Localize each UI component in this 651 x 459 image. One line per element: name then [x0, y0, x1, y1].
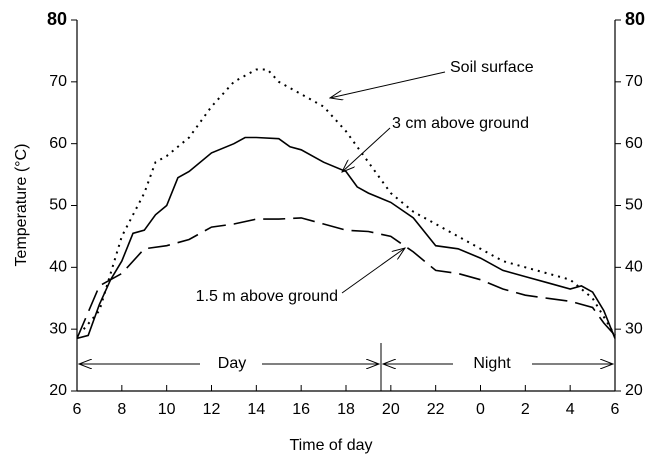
- x-tick-label: 16: [292, 401, 310, 418]
- axes: [76, 20, 616, 392]
- x-tick-label: 10: [158, 401, 176, 418]
- x-tick-label: 22: [427, 401, 445, 418]
- x-tick-label: 6: [73, 401, 82, 418]
- x-tick-label: 6: [611, 401, 620, 418]
- x-tick-label: 20: [382, 401, 400, 418]
- series-label: Soil surface: [450, 59, 534, 76]
- x-tick-label: 8: [117, 401, 126, 418]
- series-line: [82, 68, 616, 336]
- y-tick-label: 50: [49, 197, 67, 214]
- x-tick-label: 18: [337, 401, 355, 418]
- series-label: 3 cm above ground: [392, 115, 529, 132]
- y2-tick-label: 70: [625, 73, 643, 90]
- arrow: [330, 71, 446, 98]
- y2-tick-label: 30: [625, 320, 643, 337]
- y-tick-label: 70: [49, 73, 67, 90]
- series-line: [76, 217, 616, 339]
- series-line: [76, 136, 616, 340]
- y-tick-label: 30: [49, 320, 67, 337]
- annotation: Day: [218, 355, 246, 372]
- x-tick-label: 4: [566, 401, 575, 418]
- annotation: Night: [473, 355, 511, 372]
- y2-tick-label: 40: [625, 259, 643, 276]
- y-tick-label: 20: [49, 382, 67, 399]
- y-tick-label: 60: [49, 135, 67, 152]
- y-axis-label: Temperature (°C): [13, 144, 30, 267]
- y-tick-label: 80: [47, 9, 67, 29]
- y2-tick-label: 80: [625, 9, 645, 29]
- x-axis-label: Time of day: [290, 437, 373, 454]
- y-tick-label: 40: [49, 259, 67, 276]
- y2-tick-label: 50: [625, 197, 643, 214]
- x-tick-label: 14: [247, 401, 265, 418]
- series-label: 1.5 m above ground: [196, 288, 338, 305]
- arrow: [341, 248, 405, 294]
- x-tick-label: 2: [521, 401, 530, 418]
- x-tick-label: 0: [476, 401, 485, 418]
- y2-tick-label: 20: [625, 382, 643, 399]
- arrow: [342, 127, 391, 172]
- y2-tick-label: 60: [625, 135, 643, 152]
- x-tick-label: 12: [203, 401, 221, 418]
